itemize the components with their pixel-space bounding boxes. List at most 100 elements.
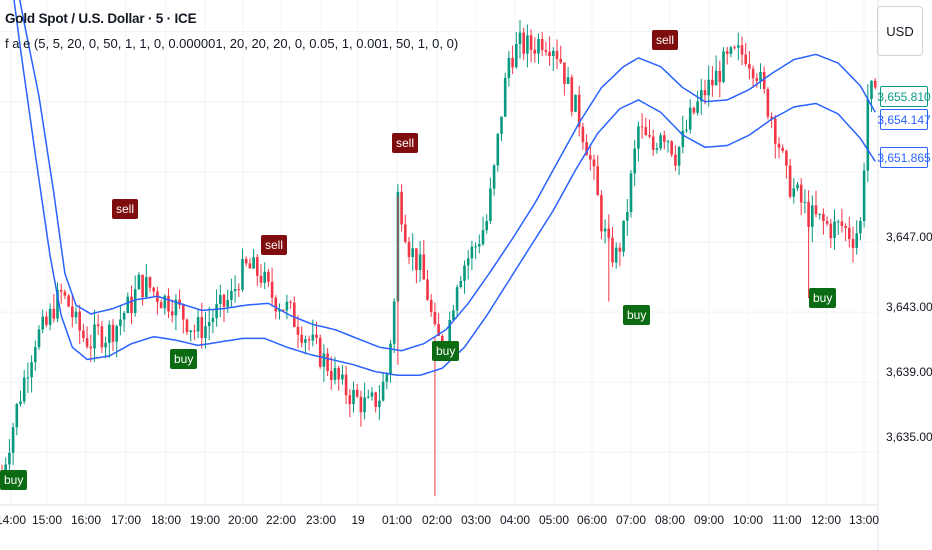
candle-down xyxy=(82,330,85,339)
candle-up xyxy=(448,319,451,346)
last-price-label: 3,655.810 xyxy=(877,86,931,107)
candle-down xyxy=(589,155,592,160)
candle-up xyxy=(515,44,518,68)
candle-down xyxy=(555,50,559,60)
candle-up xyxy=(341,374,344,380)
candle-up xyxy=(278,309,281,312)
candle-up xyxy=(496,133,500,166)
candle-up xyxy=(411,248,414,258)
candle-up xyxy=(370,392,374,397)
candle-down xyxy=(307,339,311,341)
candle-up xyxy=(859,221,862,234)
candle-up xyxy=(174,299,178,316)
candle-down xyxy=(59,289,63,292)
candle-down xyxy=(533,49,537,54)
candle-up xyxy=(518,32,522,45)
candle-down xyxy=(570,77,574,112)
candle-down xyxy=(300,334,303,343)
candle-down xyxy=(640,126,644,128)
candle-up xyxy=(489,188,492,222)
candle-up xyxy=(74,311,78,318)
candle-up xyxy=(866,99,870,171)
candle-up xyxy=(685,129,688,131)
candle-up xyxy=(474,246,477,248)
candle-down xyxy=(829,223,833,239)
candle-down xyxy=(89,346,93,349)
candle-up xyxy=(714,70,718,86)
candle-up xyxy=(737,45,740,48)
candle-up xyxy=(722,51,725,83)
candle-up xyxy=(478,244,481,247)
time-tick: 10:00 xyxy=(732,513,764,527)
candle-up xyxy=(796,184,799,189)
candle-up xyxy=(108,324,111,343)
time-tick: 14:00 xyxy=(0,513,27,527)
candle-down xyxy=(326,353,329,372)
time-tick: 08:00 xyxy=(654,513,686,527)
candle-down xyxy=(433,311,437,325)
band-lower-line xyxy=(13,0,876,376)
candle-down xyxy=(415,248,418,271)
candle-down xyxy=(337,367,340,380)
buy-signal: buy xyxy=(170,349,198,369)
candle-up xyxy=(603,228,607,232)
symbol-title[interactable]: Gold Spot / U.S. Dollar · 5 · ICE xyxy=(5,11,197,26)
candle-up xyxy=(503,77,507,117)
candle-up xyxy=(367,396,370,398)
time-tick: 16:00 xyxy=(70,513,102,527)
currency-button[interactable]: USD xyxy=(877,6,923,56)
candle-up xyxy=(700,90,703,102)
candle-up xyxy=(833,221,836,239)
candle-down xyxy=(130,296,133,314)
candle-down xyxy=(544,50,548,52)
candle-down xyxy=(296,326,300,335)
candle-down xyxy=(52,308,56,319)
candle-down xyxy=(799,184,803,203)
candle-up xyxy=(381,381,385,401)
candle-down xyxy=(422,254,426,280)
candle-down xyxy=(703,90,707,96)
candle-up xyxy=(41,316,44,330)
candle-up xyxy=(688,107,692,130)
candle-up xyxy=(11,427,15,453)
candle-down xyxy=(78,311,81,331)
buy-signal: buy xyxy=(432,341,460,361)
candle-down xyxy=(592,159,596,167)
candle-down xyxy=(733,47,736,49)
candle-up xyxy=(115,326,118,342)
chart-legend: Gold Spot / U.S. Dollar · 5 · ICE f a e … xyxy=(5,6,458,56)
candle-up xyxy=(818,213,821,215)
buy-signal: buy xyxy=(809,288,837,308)
price-tick: 3,635.000 xyxy=(886,430,932,444)
candle-up xyxy=(459,280,463,288)
candle-down xyxy=(315,334,318,338)
candle-up xyxy=(566,77,570,84)
price-tick: 3,643.000 xyxy=(886,300,932,314)
candle-down xyxy=(293,302,296,327)
candle-down xyxy=(407,241,411,258)
candle-down xyxy=(344,374,348,396)
candle-up xyxy=(163,295,167,309)
candle-up xyxy=(707,79,710,96)
candle-down xyxy=(540,38,544,51)
candle-up xyxy=(418,254,422,271)
indicator-title[interactable]: f a e (5, 5, 20, 0, 50, 1, 1, 0, 0.00000… xyxy=(5,36,459,51)
candle-down xyxy=(289,301,292,303)
candle-down xyxy=(548,51,551,57)
candle-down xyxy=(644,127,648,136)
envelope-bands xyxy=(13,0,876,376)
candle-up xyxy=(677,147,681,166)
candle-up xyxy=(352,389,355,405)
candle-up xyxy=(219,294,222,305)
candle-up xyxy=(378,400,381,407)
candle-up xyxy=(26,377,30,379)
candle-down xyxy=(141,274,144,297)
candles xyxy=(0,19,877,497)
candle-down xyxy=(618,247,622,252)
time-tick: 22:00 xyxy=(265,513,297,527)
candle-down xyxy=(844,226,847,228)
candle-down xyxy=(270,281,274,298)
candle-up xyxy=(466,258,470,266)
candle-down xyxy=(244,258,248,264)
